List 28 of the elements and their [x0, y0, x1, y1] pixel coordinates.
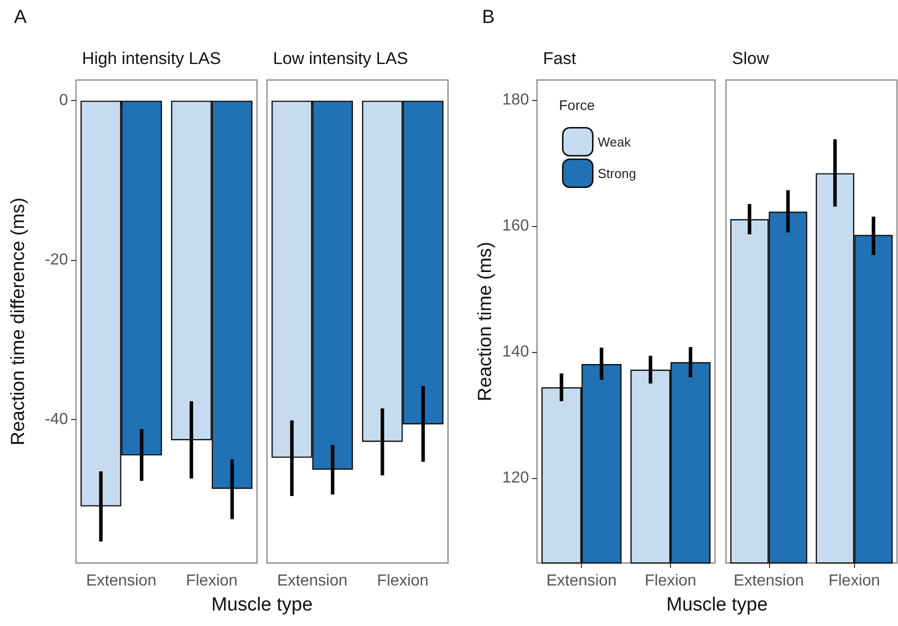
- text: A: [14, 7, 27, 28]
- y-tick-label: -20: [44, 252, 68, 269]
- x-tick-label: Extension: [277, 572, 348, 590]
- y-tick-label: 0: [59, 92, 68, 110]
- legend-title: Force: [559, 97, 595, 113]
- legend-label: Strong: [598, 166, 636, 181]
- legend-label: Weak: [598, 134, 632, 150]
- x-tick-label: Flexion: [644, 572, 696, 590]
- x-tick-label: Flexion: [186, 572, 238, 590]
- x-axis-title: Muscle type: [666, 594, 768, 616]
- y-tick-label: 140: [502, 344, 530, 361]
- x-tick-label: Flexion: [828, 572, 880, 590]
- chart-title: Slow: [732, 49, 770, 68]
- chart-title: High intensity LAS: [82, 49, 221, 68]
- chart-title: Low intensity LAS: [273, 49, 408, 68]
- y-axis-title: Reaction time (ms): [475, 242, 496, 402]
- x-tick-label: Extension: [86, 572, 156, 590]
- y-tick-label: 180: [502, 92, 530, 109]
- x-tick-label: Extension: [734, 572, 804, 590]
- y-tick-label: 160: [502, 218, 530, 235]
- x-axis-title: Muscle type: [211, 594, 313, 616]
- text: B: [482, 7, 495, 28]
- y-tick-label: 120: [502, 469, 530, 486]
- y-axis-title: Reaction time difference (ms): [8, 198, 29, 446]
- y-tick-label: -40: [44, 411, 68, 428]
- x-tick-label: Extension: [546, 572, 617, 590]
- x-tick-label: Flexion: [376, 572, 429, 590]
- chart-title: Fast: [543, 49, 576, 68]
